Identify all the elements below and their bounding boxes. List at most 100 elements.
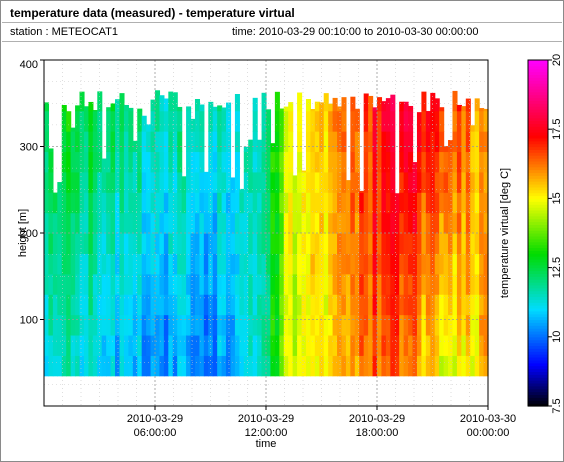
heatmap-cell xyxy=(274,253,280,275)
colorbar-tick-label: 10 xyxy=(551,331,563,343)
heatmap-cell xyxy=(412,212,418,234)
heatmap-cell xyxy=(403,101,409,112)
heatmap-cell xyxy=(354,192,360,214)
colorbar-segment xyxy=(528,307,548,312)
colorbar-segment xyxy=(528,77,548,81)
heatmap-cell xyxy=(399,253,405,275)
heatmap-cell xyxy=(443,314,449,336)
heatmap-cell xyxy=(261,192,267,214)
heatmap-cell xyxy=(194,131,200,153)
heatmap-cell xyxy=(190,253,196,275)
heatmap-cell xyxy=(363,93,369,112)
heatmap-cell xyxy=(408,294,414,316)
heatmap-cell xyxy=(221,334,227,356)
colorbar-segment xyxy=(528,362,548,367)
heatmap-cell xyxy=(479,273,485,295)
heatmap-cell xyxy=(132,140,138,153)
heatmap-cell xyxy=(194,99,200,112)
heatmap-cell xyxy=(66,253,72,275)
heatmap-cell xyxy=(310,131,316,153)
heatmap-cell xyxy=(439,273,445,295)
heatmap-cell xyxy=(261,212,267,234)
heatmap-cell xyxy=(257,192,263,214)
heatmap-cell xyxy=(297,110,303,132)
heatmap-cell xyxy=(314,151,320,173)
heatmap-cell xyxy=(119,253,125,275)
colorbar-segment xyxy=(528,391,548,396)
heatmap-cell xyxy=(79,233,85,254)
heatmap-cell xyxy=(261,314,267,336)
heatmap-cell xyxy=(248,273,254,295)
heatmap-cell xyxy=(345,233,351,254)
heatmap-cell xyxy=(137,233,143,254)
heatmap-cell xyxy=(123,355,129,377)
colorbar-segment xyxy=(528,270,548,274)
heatmap-cell xyxy=(243,355,249,377)
heatmap-cell xyxy=(470,314,476,336)
heatmap-cell xyxy=(341,334,347,356)
heatmap-cell xyxy=(146,314,152,336)
heatmap-cell xyxy=(434,98,440,112)
heatmap-cell xyxy=(408,273,414,295)
heatmap-cell xyxy=(128,212,134,234)
colorbar-segment xyxy=(528,316,548,321)
heatmap-cell xyxy=(83,334,89,356)
heatmap-cell xyxy=(474,273,480,295)
heatmap-cell xyxy=(483,151,489,173)
heatmap-cell xyxy=(115,355,121,377)
heatmap-cell xyxy=(146,253,152,275)
heatmap-cell xyxy=(328,110,334,132)
heatmap-cell xyxy=(297,253,303,275)
heatmap-cell xyxy=(390,171,396,193)
heatmap-cell xyxy=(430,355,436,377)
heatmap-cell xyxy=(146,192,152,214)
heatmap-cell xyxy=(337,192,343,214)
heatmap-cell xyxy=(470,233,476,254)
heatmap-cell xyxy=(421,273,427,295)
heatmap-cell xyxy=(385,233,391,254)
info-bar: station : METEOCAT1 time: 2010-03-29 00:… xyxy=(2,23,562,42)
heatmap-cell xyxy=(221,233,227,254)
heatmap-cell xyxy=(385,253,391,275)
heatmap-cell xyxy=(341,131,347,153)
heatmap-cell xyxy=(168,314,174,336)
colorbar-segment xyxy=(528,328,548,332)
heatmap-cell xyxy=(443,253,449,275)
heatmap-cell xyxy=(226,131,232,153)
heatmap-cell xyxy=(416,131,422,153)
heatmap-cell xyxy=(377,151,383,173)
heatmap-cell xyxy=(274,355,280,377)
heatmap-cell xyxy=(221,151,227,173)
heatmap-cell xyxy=(181,355,187,377)
heatmap-cell xyxy=(443,233,449,254)
heatmap-cell xyxy=(83,110,89,132)
heatmap-cell xyxy=(474,334,480,356)
heatmap-cell xyxy=(75,131,81,153)
heatmap-cell xyxy=(350,233,356,254)
heatmap-cell xyxy=(266,212,272,234)
heatmap-cell xyxy=(48,334,54,356)
heatmap-cell xyxy=(163,151,169,173)
heatmap-cell xyxy=(412,233,418,254)
heatmap-cell xyxy=(368,131,374,153)
heatmap-cell xyxy=(470,151,476,173)
heatmap-cell xyxy=(199,253,205,275)
heatmap-cell xyxy=(319,314,325,336)
heatmap-cell xyxy=(354,273,360,295)
heatmap-cell xyxy=(97,253,103,275)
colorbar-segment xyxy=(528,175,548,179)
heatmap-cell xyxy=(217,273,223,295)
heatmap-cell xyxy=(146,355,152,377)
heatmap-cell xyxy=(57,233,63,254)
heatmap-cell xyxy=(456,233,462,254)
heatmap-cell xyxy=(128,151,134,173)
heatmap-cell xyxy=(221,107,227,112)
heatmap-cell xyxy=(421,171,427,193)
heatmap-cell xyxy=(390,233,396,254)
heatmap-cell xyxy=(212,110,218,132)
heatmap-cell xyxy=(52,314,58,336)
heatmap-cell xyxy=(141,131,147,153)
colorbar-segment xyxy=(528,264,548,269)
heatmap-cell xyxy=(150,99,156,112)
colorbar-segment xyxy=(528,169,548,174)
